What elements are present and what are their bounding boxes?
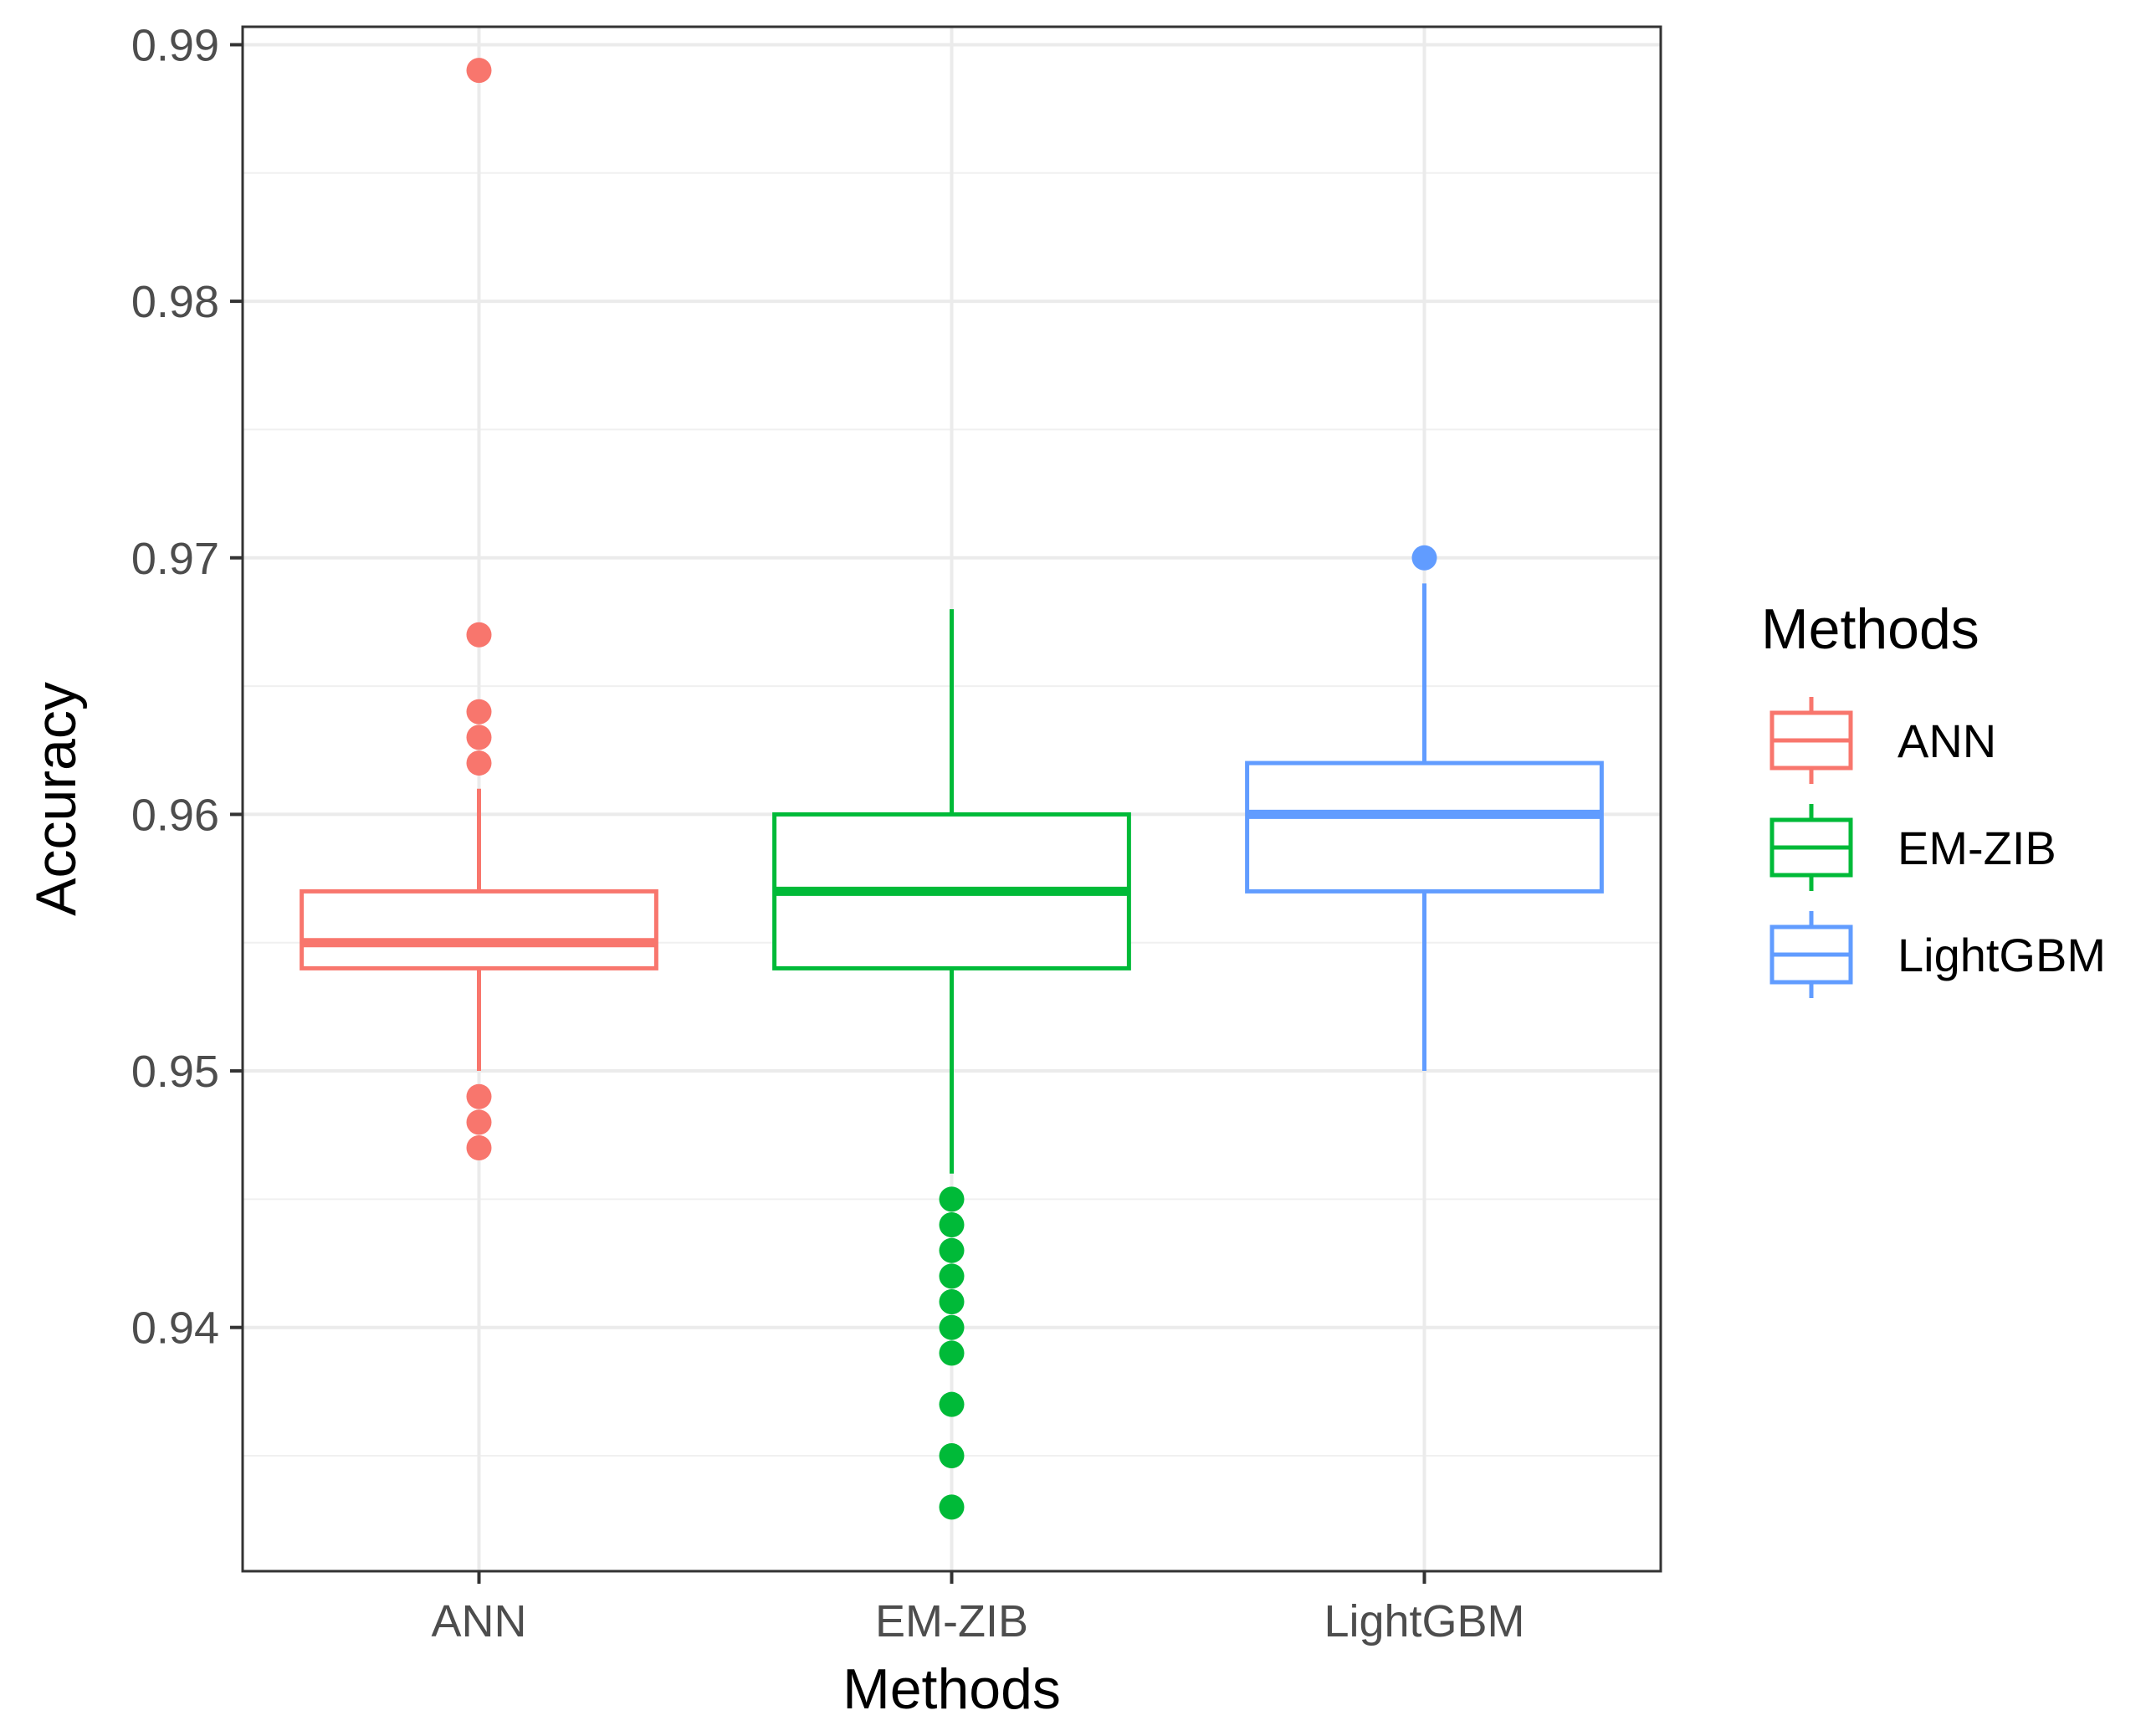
y-tick-label: 0.97 (131, 534, 219, 584)
y-tick-label: 0.94 (131, 1303, 219, 1354)
box-ann (300, 58, 658, 1161)
x-axis-title: Methods (842, 1657, 1061, 1721)
y-tick-label: 0.95 (131, 1047, 219, 1097)
y-tick-label: 0.98 (131, 277, 219, 327)
outlier-point (466, 58, 492, 84)
x-tick-label: LightGBM (1324, 1596, 1524, 1646)
outlier-point (939, 1237, 965, 1263)
y-tick-label: 0.99 (131, 20, 219, 70)
legend-key-ann (1769, 697, 1853, 784)
box-lightgbm (1245, 545, 1604, 1072)
outlier-point (939, 1443, 965, 1469)
legend: Methods ANN EM-ZIB LightGBM (1761, 597, 2106, 998)
x-tick-label: EM-ZIB (875, 1596, 1028, 1646)
outlier-point (939, 1391, 965, 1417)
outlier-point (939, 1263, 965, 1289)
outlier-point (1411, 545, 1437, 571)
outlier-point (939, 1212, 965, 1238)
legend-key-em-zib (1769, 804, 1853, 891)
outlier-point (939, 1314, 965, 1340)
outlier-point (466, 1083, 492, 1109)
outlier-point (939, 1186, 965, 1212)
iqr-box (1245, 760, 1604, 894)
legend-label-em-zib: EM-ZIB (1897, 822, 2056, 874)
outlier-point (466, 622, 492, 648)
outlier-point (939, 1340, 965, 1366)
outlier-point (466, 699, 492, 725)
iqr-box (300, 888, 658, 970)
outlier-point (466, 1135, 492, 1161)
outlier-point (939, 1289, 965, 1315)
outlier-point (466, 725, 492, 750)
outlier-point (466, 750, 492, 776)
legend-label-ann: ANN (1897, 714, 1996, 767)
y-axis-title: Accuracy (24, 682, 88, 916)
box-em-zib (772, 609, 1131, 1520)
legend-label-lightgbm: LightGBM (1897, 929, 2106, 981)
outlier-point (939, 1494, 965, 1520)
outlier-point (466, 1109, 492, 1135)
y-tick-label: 0.96 (131, 790, 219, 840)
legend-title: Methods (1761, 597, 1979, 661)
legend-key-lightgbm (1769, 911, 1853, 998)
x-tick-label: ANN (431, 1596, 526, 1646)
